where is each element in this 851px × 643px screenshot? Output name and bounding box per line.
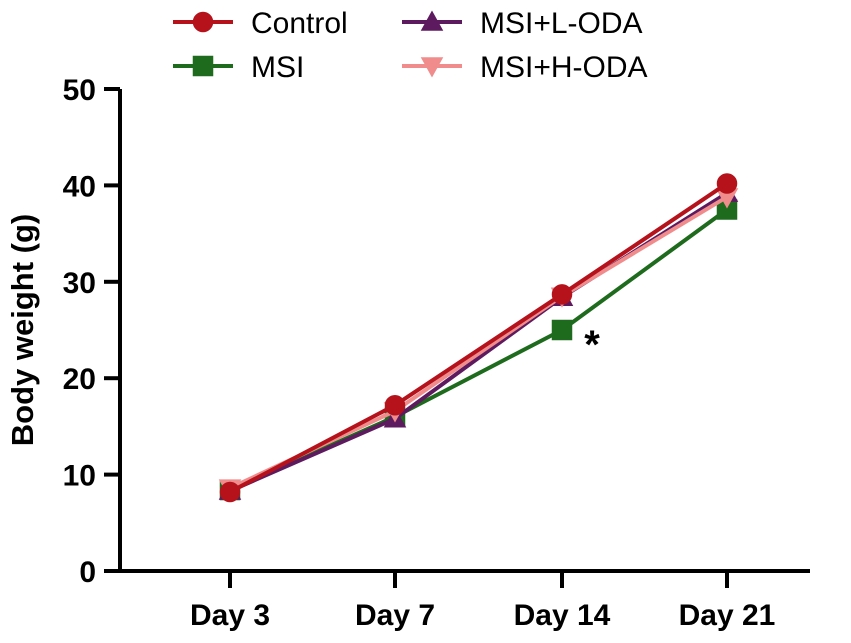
y-tick-label: 40: [63, 170, 96, 203]
legend-marker-msi: [192, 55, 214, 77]
legend: Control MSI MSI+L-ODA MSI+H-ODA: [173, 7, 648, 84]
annotation-layer: *: [584, 323, 600, 367]
axes: [118, 89, 810, 573]
y-ticks: 0 10 20 30 40 50: [63, 74, 120, 589]
data-point-control: [384, 394, 406, 416]
y-tick-label: 10: [63, 460, 96, 493]
x-tick-label: Day 14: [514, 599, 611, 632]
series-line-msi-h-oda: [229, 195, 729, 490]
series-line-msi-l-oda: [229, 191, 729, 493]
y-tick-label: 50: [63, 74, 96, 107]
series-layer: [218, 173, 739, 503]
y-tick-label: 20: [63, 363, 96, 396]
series-msi-h-oda: [218, 188, 739, 500]
significance-asterisk: *: [584, 323, 600, 367]
legend-item-msi-h-oda: MSI+H-ODA: [402, 51, 648, 84]
legend-label: MSI+L-ODA: [480, 7, 643, 40]
x-ticks: Day 3 Day 7 Day 14 Day 21: [190, 571, 775, 632]
x-tick-label: Day 3: [190, 599, 270, 632]
data-point-msi: [551, 319, 573, 341]
series-line-control: [229, 181, 729, 494]
legend-marker-control: [192, 11, 214, 33]
data-point-control: [716, 173, 738, 194]
legend-marker-msi-h-oda: [420, 57, 444, 78]
data-point-control: [551, 284, 573, 305]
legend-item-msi-l-oda: MSI+L-ODA: [402, 7, 643, 40]
legend-label: Control: [251, 7, 348, 40]
x-tick-label: Day 7: [355, 599, 435, 632]
data-point-control: [219, 481, 241, 503]
y-tick-label: 0: [79, 556, 96, 589]
legend-label: MSI: [251, 51, 304, 84]
series-control: [219, 173, 738, 503]
legend-item-control: Control: [173, 7, 348, 40]
legend-item-msi: MSI: [173, 51, 304, 84]
legend-marker-msi-l-oda: [420, 10, 444, 31]
y-axis-title: Body weight (g): [5, 214, 40, 446]
x-tick-label: Day 21: [679, 599, 776, 632]
y-tick-label: 30: [63, 267, 96, 300]
legend-label: MSI+H-ODA: [480, 51, 648, 84]
